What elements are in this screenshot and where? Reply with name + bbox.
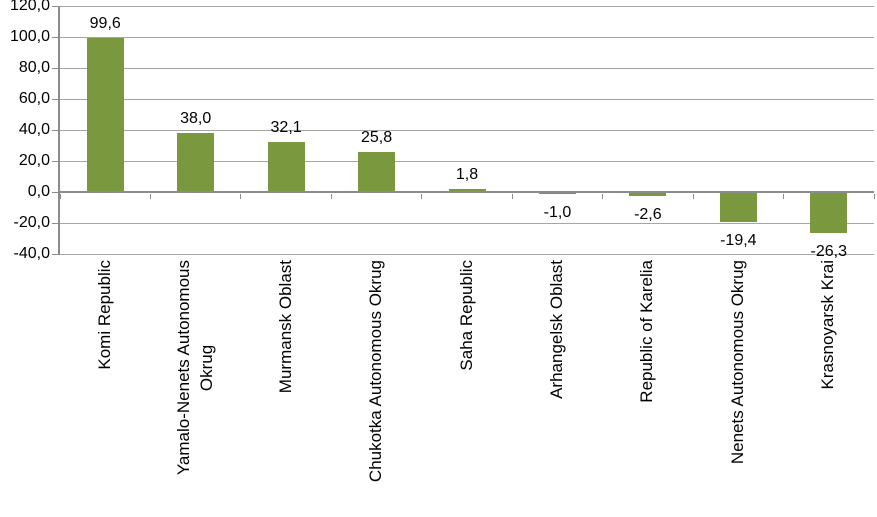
x-axis-tick (602, 194, 604, 199)
y-axis-tick (52, 130, 60, 131)
y-axis-tick-label: 0,0 (27, 183, 50, 200)
x-axis-label-yamalo-nenets-autonomous-okrug: Yamalo-Nenets Autonomous Okrug (173, 260, 216, 476)
y-axis-tick-label: 80,0 (18, 59, 50, 76)
gridline (60, 253, 874, 255)
x-axis-tick (421, 194, 423, 199)
bar-republic-of-karelia (629, 192, 667, 197)
bar-value-label: -19,4 (720, 232, 757, 250)
bar-nenets-autonomous-okrug (719, 192, 757, 223)
x-axis-label-republic-of-karelia: Republic of Karelia (637, 260, 657, 403)
bar-krasnoyarsk-krai (810, 192, 848, 233)
y-axis-tick-label: 40,0 (18, 121, 50, 138)
x-axis-label-cell: Murmansk Oblast (241, 260, 331, 516)
y-axis-tick (52, 68, 60, 69)
bar-murmansk-oblast (267, 142, 305, 192)
y-axis-tick-label: -20,0 (13, 214, 50, 231)
y-axis-tick-label: 100,0 (9, 28, 50, 45)
bar-saha-republic (448, 189, 486, 192)
x-axis-label-cell: Republic of Karelia (603, 260, 693, 516)
gridline (60, 67, 874, 69)
x-axis-tick (149, 194, 151, 199)
x-axis-line (58, 191, 874, 193)
bar-value-label: 38,0 (180, 110, 212, 128)
gridline (60, 222, 874, 224)
y-axis-tick (52, 37, 60, 38)
x-axis-label-cell: Saha Republic (422, 260, 512, 516)
y-axis-tick (52, 99, 60, 100)
x-axis-label-cell: Nenets Autonomous Okrug (693, 260, 783, 516)
x-axis-tick (240, 194, 242, 199)
y-axis-tick (52, 223, 60, 224)
x-axis-tick (873, 194, 875, 199)
y-axis-line (58, 6, 60, 254)
x-axis-label-murmansk-oblast: Murmansk Oblast (275, 260, 295, 394)
bar-yamalo-nenets-autonomous-okrug (177, 133, 215, 192)
x-axis-label-cell: Krasnoyarsk Krai (784, 260, 874, 516)
bar-value-label: -26,3 (810, 242, 847, 260)
x-axis-tick (511, 194, 513, 199)
x-axis-label-cell: Chukotka Autonomous Okrug (331, 260, 421, 516)
gridline (60, 5, 874, 7)
y-axis-tick-label: -40,0 (13, 245, 50, 262)
bar-value-label: -2,6 (634, 206, 662, 224)
bar-value-label: 1,8 (455, 166, 479, 184)
x-axis-label-cell: Komi Republic (60, 260, 150, 516)
bar-value-label: 99,6 (89, 14, 121, 32)
x-axis-tick (692, 194, 694, 199)
x-axis-label-saha-republic: Saha Republic (456, 260, 476, 371)
x-axis-label-chukotka-autonomous-okrug: Chukotka Autonomous Okrug (366, 260, 386, 483)
y-axis-tick (52, 254, 60, 255)
y-axis-tick-label: 120,0 (9, 0, 50, 14)
y-axis-tick (52, 6, 60, 7)
gridline (60, 160, 874, 162)
x-axis-label-nenets-autonomous-okrug: Nenets Autonomous Okrug (727, 260, 747, 465)
x-axis-tick (783, 194, 785, 199)
bar-chukotka-autonomous-okrug (358, 152, 396, 192)
y-axis-tick (52, 161, 60, 162)
x-axis-label-krasnoyarsk-krai: Krasnoyarsk Krai (818, 260, 838, 390)
bar-value-label: -1,0 (543, 203, 572, 221)
x-axis-label-komi-republic: Komi Republic (94, 260, 114, 370)
x-axis-tick (330, 194, 332, 199)
gridline (60, 129, 874, 131)
bar-value-label: 32,1 (270, 119, 302, 137)
y-axis-tick (52, 192, 60, 193)
x-axis-label-cell: Arhangelsk Oblast (512, 260, 602, 516)
x-axis-label-cell: Yamalo-Nenets Autonomous Okrug (150, 260, 240, 516)
x-axis-tick (59, 194, 61, 199)
y-axis-tick-label: 20,0 (18, 152, 50, 169)
gridline (60, 36, 874, 38)
bar-value-label: 25,8 (360, 129, 393, 146)
x-axis-label-arhangelsk-oblast: Arhangelsk Oblast (546, 260, 566, 399)
gridline (60, 98, 874, 100)
bar-komi-republic (86, 37, 124, 192)
y-axis-tick-label: 60,0 (18, 90, 50, 107)
